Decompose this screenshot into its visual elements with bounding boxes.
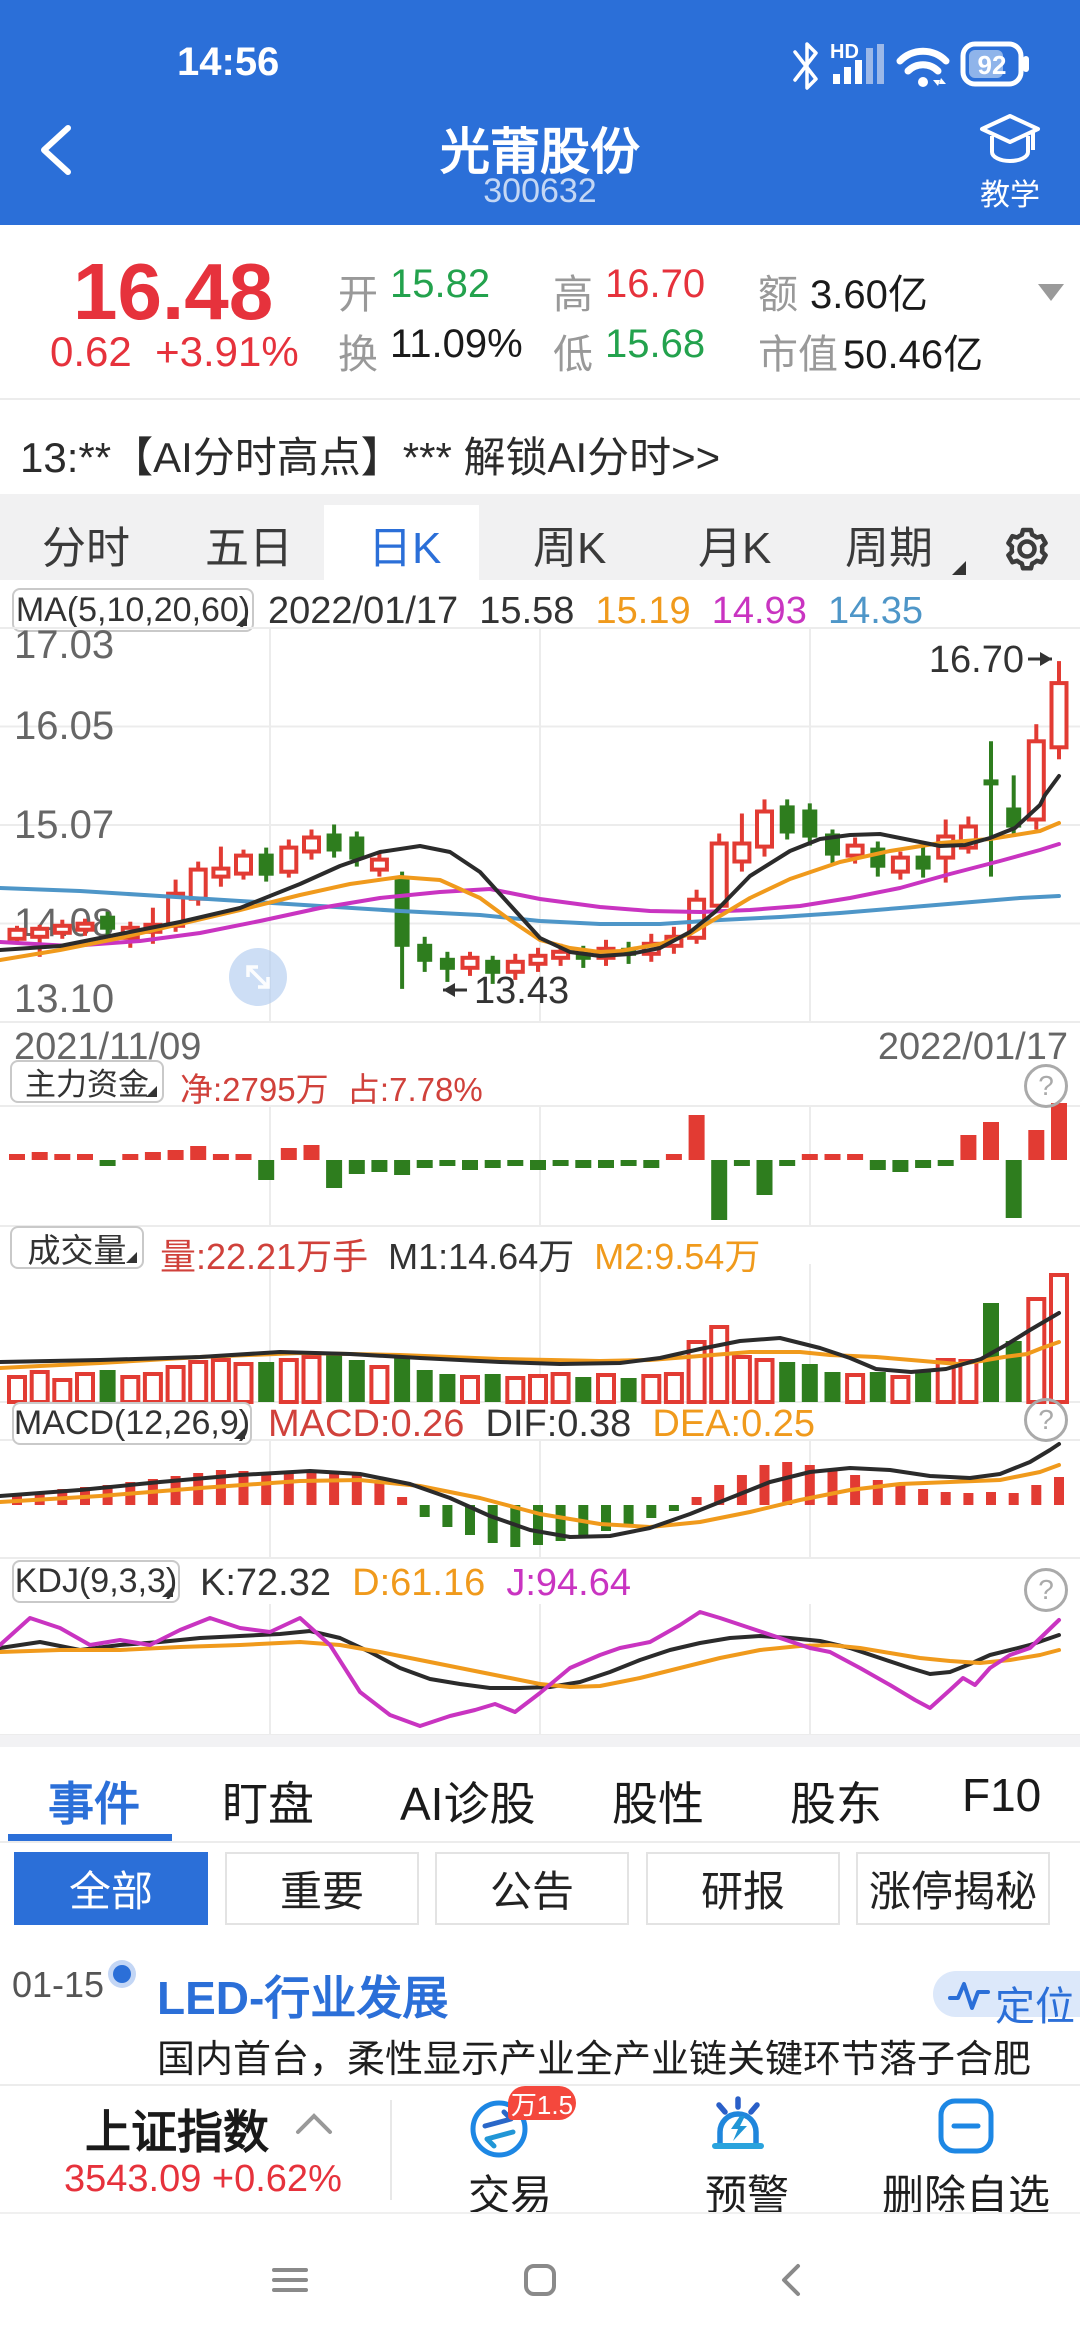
svg-text:13.43: 13.43 bbox=[474, 970, 569, 1012]
svg-text:13.10: 13.10 bbox=[14, 977, 114, 1021]
svg-text:15.07: 15.07 bbox=[14, 803, 114, 847]
svg-text:17.03: 17.03 bbox=[14, 623, 114, 667]
svg-text:92: 92 bbox=[978, 50, 1007, 80]
svg-text:16.70: 16.70 bbox=[929, 639, 1024, 681]
svg-text:16.05: 16.05 bbox=[14, 704, 114, 748]
svg-text:HD: HD bbox=[830, 41, 859, 63]
